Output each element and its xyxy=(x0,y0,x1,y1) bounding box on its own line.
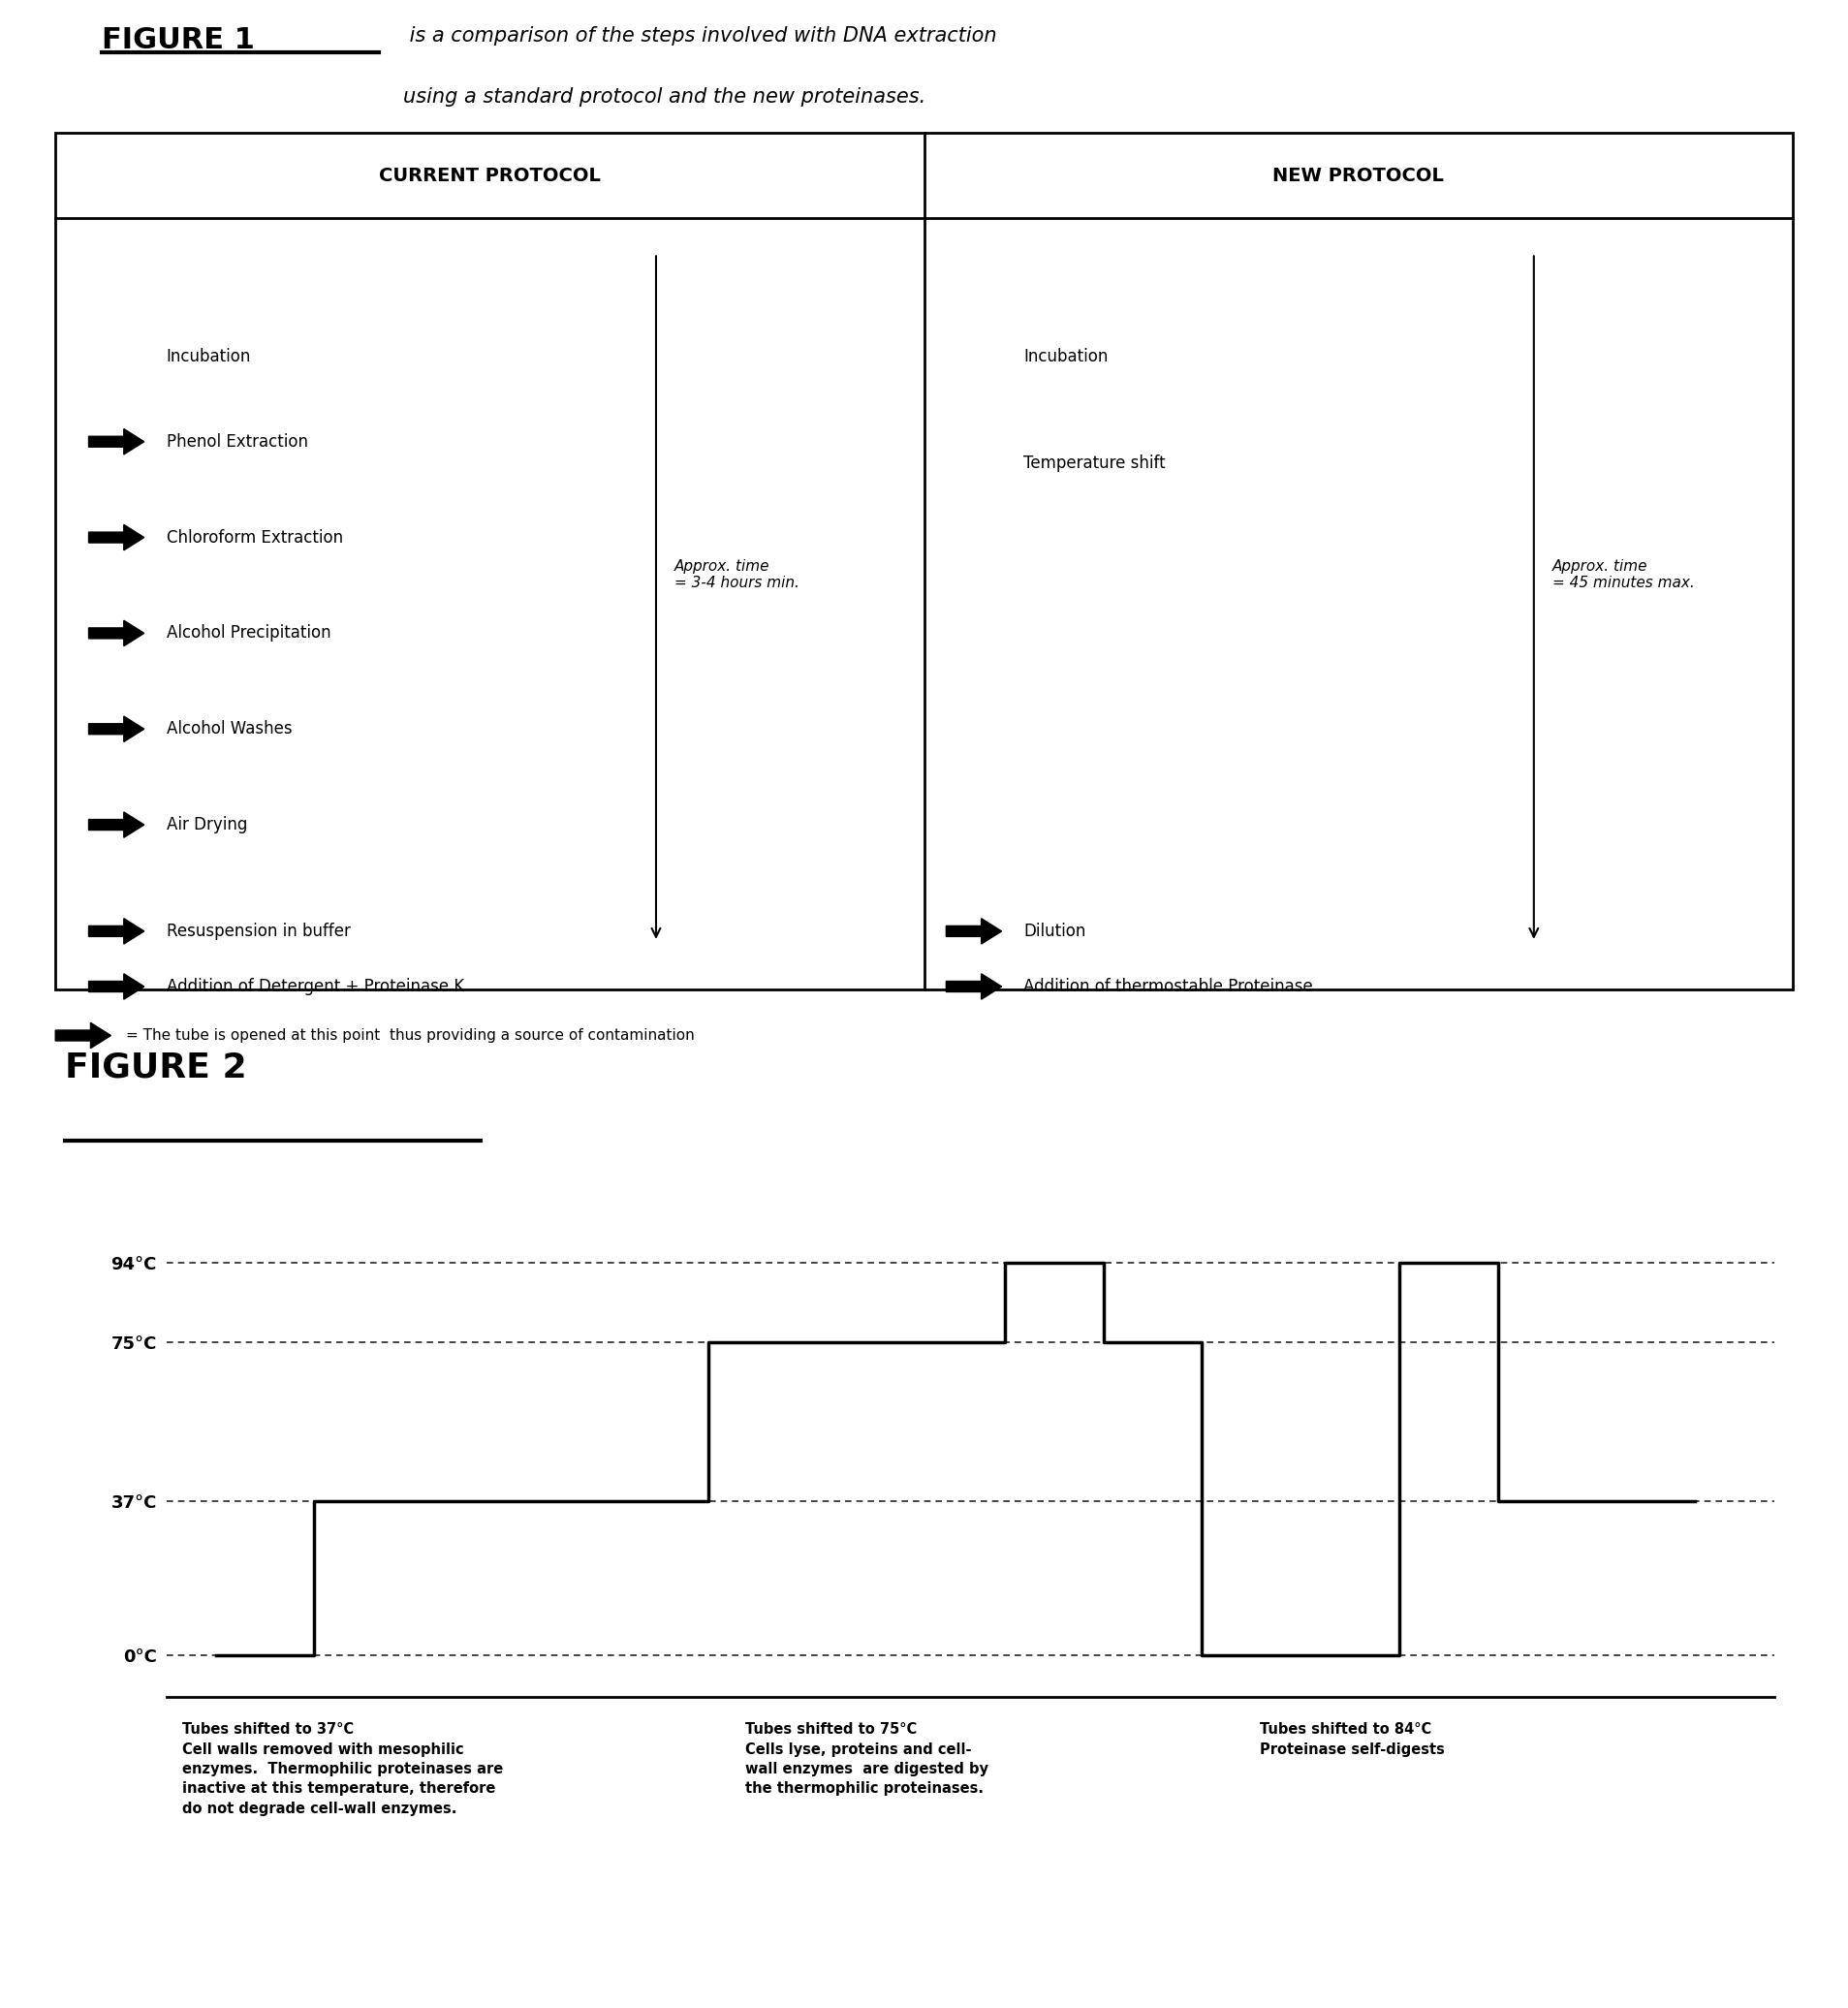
FancyArrow shape xyxy=(89,524,144,550)
Text: FIGURE 1: FIGURE 1 xyxy=(102,26,255,54)
FancyArrow shape xyxy=(89,620,144,647)
Text: Addition of Detergent + Proteinase K: Addition of Detergent + Proteinase K xyxy=(166,978,464,996)
Text: = The tube is opened at this point  thus providing a source of contamination: = The tube is opened at this point thus … xyxy=(126,1028,695,1042)
FancyBboxPatch shape xyxy=(55,133,1793,990)
Text: Approx. time
= 3-4 hours min.: Approx. time = 3-4 hours min. xyxy=(675,558,800,590)
Text: using a standard protocol and the new proteinases.: using a standard protocol and the new pr… xyxy=(403,86,926,106)
Text: Alcohol Washes: Alcohol Washes xyxy=(166,721,292,737)
FancyArrow shape xyxy=(55,1022,111,1048)
Text: Incubation: Incubation xyxy=(1024,347,1109,365)
Text: Incubation: Incubation xyxy=(166,347,251,365)
FancyArrow shape xyxy=(946,918,1002,944)
Text: Chloroform Extraction: Chloroform Extraction xyxy=(166,528,344,546)
Text: Resuspension in buffer: Resuspension in buffer xyxy=(166,922,351,940)
FancyArrow shape xyxy=(89,717,144,741)
Text: CURRENT PROTOCOL: CURRENT PROTOCOL xyxy=(379,167,601,185)
Text: Tubes shifted to 37°C
Cell walls removed with mesophilic
enzymes.  Thermophilic : Tubes shifted to 37°C Cell walls removed… xyxy=(183,1723,503,1815)
Text: Alcohol Precipitation: Alcohol Precipitation xyxy=(166,624,331,643)
Text: Air Drying: Air Drying xyxy=(166,815,248,833)
FancyArrow shape xyxy=(89,811,144,837)
Text: FIGURE 2: FIGURE 2 xyxy=(65,1050,246,1084)
Text: NEW PROTOCOL: NEW PROTOCOL xyxy=(1273,167,1443,185)
Text: Addition of thermostable Proteinase: Addition of thermostable Proteinase xyxy=(1024,978,1314,996)
Text: Temperature shift: Temperature shift xyxy=(1024,454,1166,472)
Text: Tubes shifted to 75°C
Cells lyse, proteins and cell-
wall enzymes  are digested : Tubes shifted to 75°C Cells lyse, protei… xyxy=(745,1723,989,1795)
Text: is a comparison of the steps involved with DNA extraction: is a comparison of the steps involved wi… xyxy=(403,26,996,46)
FancyArrow shape xyxy=(89,918,144,944)
Text: Tubes shifted to 84°C
Proteinase self-digests: Tubes shifted to 84°C Proteinase self-di… xyxy=(1260,1723,1445,1757)
Text: Dilution: Dilution xyxy=(1024,922,1087,940)
Text: Approx. time
= 45 minutes max.: Approx. time = 45 minutes max. xyxy=(1552,558,1695,590)
Text: Phenol Extraction: Phenol Extraction xyxy=(166,434,309,450)
FancyArrow shape xyxy=(89,430,144,454)
FancyArrow shape xyxy=(946,974,1002,1000)
FancyArrow shape xyxy=(89,974,144,1000)
